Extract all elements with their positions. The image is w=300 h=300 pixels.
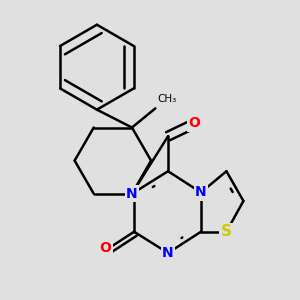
Text: N: N [162, 246, 174, 260]
Text: N: N [195, 185, 207, 200]
Text: O: O [189, 116, 200, 130]
Text: N: N [126, 187, 138, 201]
Text: S: S [221, 224, 232, 239]
Text: CH₃: CH₃ [158, 94, 177, 104]
Text: O: O [100, 241, 111, 255]
